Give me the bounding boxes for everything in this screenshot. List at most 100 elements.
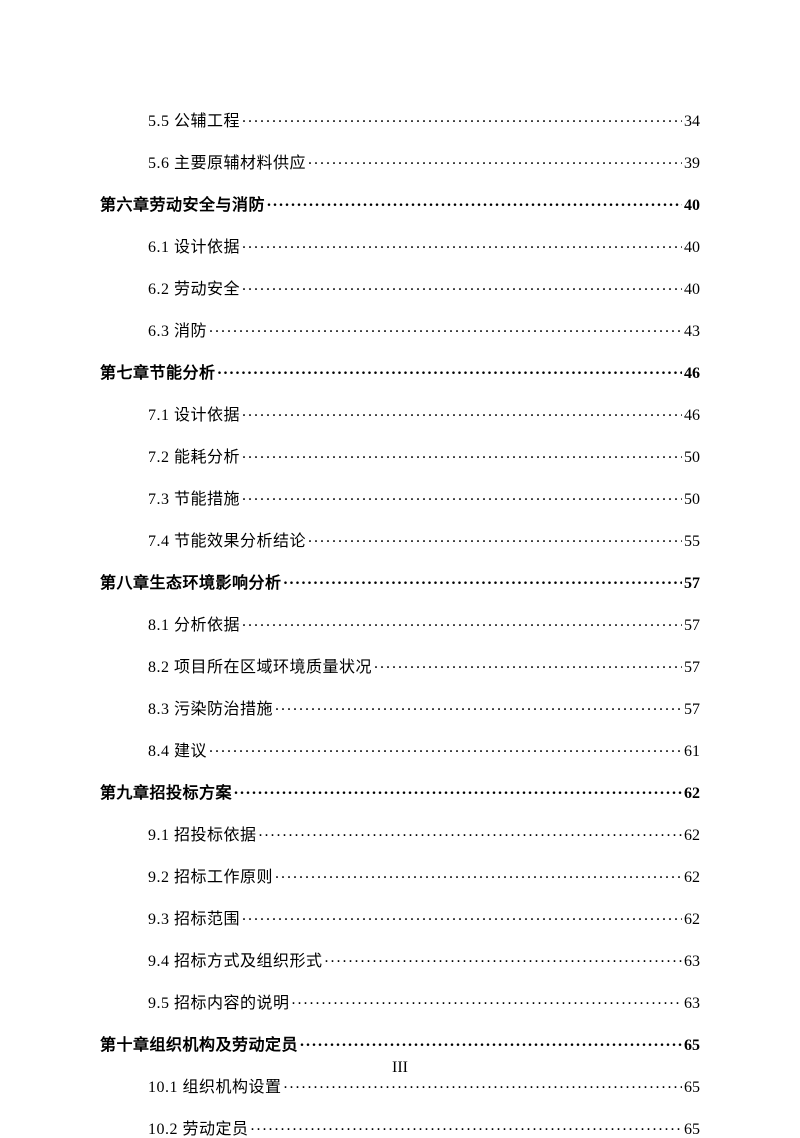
toc-entry-title: 9.3 招标范围 — [148, 912, 240, 928]
toc-leader-dots — [275, 866, 682, 882]
toc-chapter-entry: 第十章组织机构及劳动定员 65 — [100, 1034, 700, 1054]
toc-leader-dots — [275, 698, 682, 714]
toc-entry-title: 6.3 消防 — [148, 324, 207, 340]
toc-section-entry: 9.4 招标方式及组织形式 63 — [148, 950, 700, 970]
toc-entry-title: 第七章节能分析 — [100, 366, 216, 382]
toc-entry-page: 57 — [684, 660, 700, 676]
toc-entry-page: 57 — [684, 702, 700, 718]
toc-chapter-entry: 第七章节能分析 46 — [100, 362, 700, 382]
toc-section-entry: 6.1 设计依据 40 — [148, 236, 700, 256]
toc-leader-dots — [308, 152, 682, 168]
toc-entry-page: 50 — [684, 492, 700, 508]
toc-leader-dots — [218, 362, 682, 378]
toc-entry-page: 46 — [684, 366, 700, 382]
toc-section-entry: 8.1 分析依据 57 — [148, 614, 700, 634]
toc-entry-title: 8.1 分析依据 — [148, 618, 240, 634]
toc-leader-dots — [242, 446, 682, 462]
toc-leader-dots — [300, 1034, 682, 1050]
toc-leader-dots — [284, 1076, 682, 1092]
toc-entry-title: 8.4 建议 — [148, 744, 207, 760]
toc-entry-page: 65 — [684, 1080, 700, 1096]
table-of-contents: 5.5 公辅工程345.6 主要原辅材料供应39第六章劳动安全与消防 406.1… — [100, 110, 700, 1138]
toc-section-entry: 9.2 招标工作原则 62 — [148, 866, 700, 886]
toc-section-entry: 8.3 污染防治措施 57 — [148, 698, 700, 718]
toc-section-entry: 9.3 招标范围 62 — [148, 908, 700, 928]
toc-section-entry: 6.2 劳动安全 40 — [148, 278, 700, 298]
toc-entry-page: 61 — [684, 744, 700, 760]
toc-leader-dots — [259, 824, 682, 840]
toc-leader-dots — [242, 110, 682, 126]
toc-chapter-entry: 第九章招投标方案 62 — [100, 782, 700, 802]
toc-entry-title: 第九章招投标方案 — [100, 786, 232, 802]
toc-entry-page: 40 — [684, 282, 700, 298]
toc-section-entry: 7.2 能耗分析50 — [148, 446, 700, 466]
toc-entry-title: 7.3 节能措施 — [148, 492, 240, 508]
toc-section-entry: 10.1 组织机构设置 65 — [148, 1076, 700, 1096]
toc-section-entry: 8.4 建议 61 — [148, 740, 700, 760]
toc-entry-page: 63 — [684, 954, 700, 970]
toc-entry-title: 10.1 组织机构设置 — [148, 1080, 282, 1096]
toc-entry-page: 65 — [684, 1038, 700, 1054]
toc-entry-title: 9.1 招投标依据 — [148, 828, 257, 844]
toc-leader-dots — [292, 992, 682, 1008]
toc-section-entry: 10.2 劳动定员 65 — [148, 1118, 700, 1138]
toc-entry-page: 40 — [684, 240, 700, 256]
toc-chapter-entry: 第八章生态环境影响分析 57 — [100, 572, 700, 592]
toc-leader-dots — [374, 656, 682, 672]
toc-leader-dots — [234, 782, 682, 798]
toc-leader-dots — [242, 236, 682, 252]
toc-entry-title: 5.6 主要原辅材料供应 — [148, 156, 306, 172]
toc-chapter-entry: 第六章劳动安全与消防 40 — [100, 194, 700, 214]
toc-entry-title: 10.2 劳动定员 — [148, 1122, 249, 1138]
toc-entry-page: 57 — [684, 618, 700, 634]
toc-leader-dots — [284, 572, 682, 588]
toc-entry-title: 9.5 招标内容的说明 — [148, 996, 290, 1012]
toc-section-entry: 5.6 主要原辅材料供应 39 — [148, 152, 700, 172]
toc-section-entry: 6.3 消防 43 — [148, 320, 700, 340]
toc-leader-dots — [242, 278, 682, 294]
toc-entry-page: 65 — [684, 1122, 700, 1138]
toc-leader-dots — [242, 614, 682, 630]
toc-entry-page: 46 — [684, 408, 700, 424]
toc-leader-dots — [267, 194, 682, 210]
toc-section-entry: 9.5 招标内容的说明 63 — [148, 992, 700, 1012]
toc-entry-title: 9.2 招标工作原则 — [148, 870, 273, 886]
toc-leader-dots — [209, 320, 682, 336]
toc-section-entry: 5.5 公辅工程 34 — [148, 110, 700, 130]
toc-entry-page: 57 — [684, 576, 700, 592]
toc-entry-title: 8.3 污染防治措施 — [148, 702, 273, 718]
toc-entry-page: 63 — [684, 996, 700, 1012]
toc-entry-title: 第八章生态环境影响分析 — [100, 576, 282, 592]
toc-entry-page: 62 — [684, 912, 700, 928]
toc-leader-dots — [242, 404, 682, 420]
toc-entry-title: 9.4 招标方式及组织形式 — [148, 954, 323, 970]
toc-entry-page: 40 — [684, 198, 700, 214]
toc-entry-title: 第六章劳动安全与消防 — [100, 198, 265, 214]
toc-section-entry: 7.4 节能效果分析结论 55 — [148, 530, 700, 550]
toc-entry-title: 8.2 项目所在区域环境质量状况 — [148, 660, 372, 676]
toc-entry-page: 43 — [684, 324, 700, 340]
toc-entry-title: 7.4 节能效果分析结论 — [148, 534, 306, 550]
toc-entry-title: 6.2 劳动安全 — [148, 282, 240, 298]
toc-entry-title: 5.5 公辅工程 — [148, 114, 240, 130]
toc-leader-dots — [308, 530, 682, 546]
toc-entry-page: 39 — [684, 156, 700, 172]
page-number: III — [0, 1059, 800, 1077]
toc-entry-page: 55 — [684, 534, 700, 550]
toc-entry-page: 62 — [684, 870, 700, 886]
toc-section-entry: 9.1 招投标依据 62 — [148, 824, 700, 844]
toc-entry-page: 62 — [684, 786, 700, 802]
toc-entry-page: 50 — [684, 450, 700, 466]
toc-section-entry: 7.1 设计依据 46 — [148, 404, 700, 424]
toc-leader-dots — [242, 908, 682, 924]
toc-entry-title: 第十章组织机构及劳动定员 — [100, 1038, 298, 1054]
toc-entry-page: 62 — [684, 828, 700, 844]
toc-entry-page: 34 — [684, 114, 700, 130]
toc-section-entry: 7.3 节能措施 50 — [148, 488, 700, 508]
toc-leader-dots — [325, 950, 682, 966]
toc-entry-title: 7.1 设计依据 — [148, 408, 240, 424]
toc-leader-dots — [209, 740, 682, 756]
toc-leader-dots — [242, 488, 682, 504]
toc-entry-title: 6.1 设计依据 — [148, 240, 240, 256]
toc-section-entry: 8.2 项目所在区域环境质量状况 57 — [148, 656, 700, 676]
